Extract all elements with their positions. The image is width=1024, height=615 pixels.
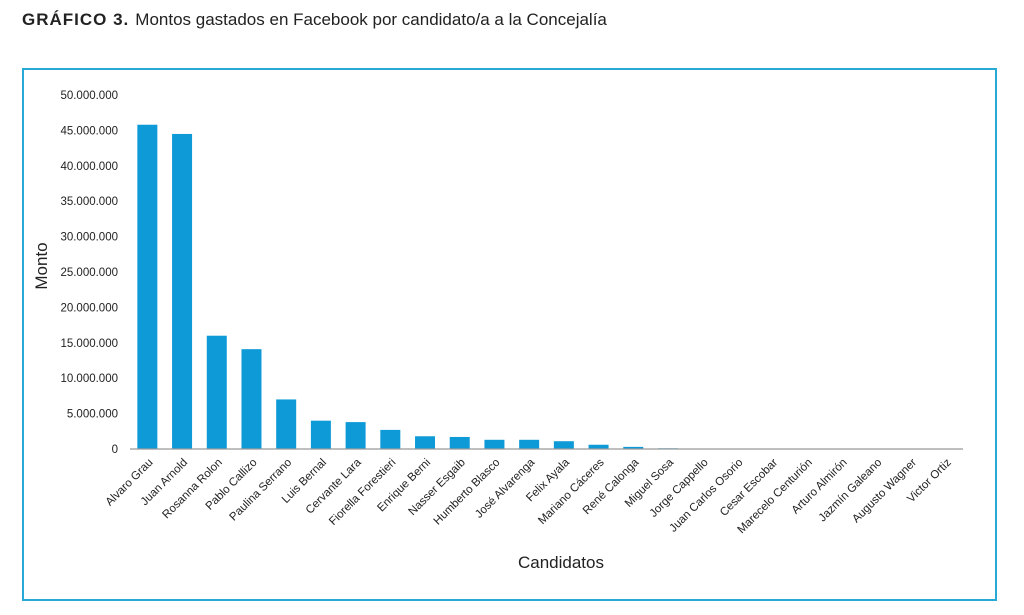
bar [623, 446, 644, 449]
y-tick-label: 35.000.000 [60, 196, 118, 208]
figure-label: GRÁFICO 3. [22, 10, 130, 29]
bar [172, 133, 193, 449]
x-tick-label: Augusto Wagner [850, 457, 919, 526]
x-axis-label: Candidatos [518, 553, 604, 572]
y-tick-label: 20.000.000 [60, 302, 118, 314]
y-tick-label: 25.000.000 [60, 267, 118, 279]
x-tick-label: Mariano Cáceres [536, 456, 607, 527]
y-axis-label: Monto [32, 242, 51, 289]
x-tick-label: Paulina Serrano [227, 457, 294, 524]
bar [345, 422, 366, 449]
bar [519, 439, 540, 449]
bar [553, 441, 574, 449]
y-tick-label: 5.000.000 [67, 409, 118, 421]
bar [380, 429, 401, 449]
y-tick-label: 10.000.000 [60, 373, 118, 385]
y-tick-label: 0 [112, 444, 118, 456]
bar [310, 420, 331, 449]
bar [206, 335, 227, 449]
x-tick-label: Jazmín Galeano [817, 457, 885, 525]
bar [484, 439, 505, 449]
title-text: Montos gastados en Facebook por candidat… [135, 10, 607, 29]
chart-title: GRÁFICO 3. Montos gastados en Facebook po… [22, 10, 607, 30]
x-tick-label: Humberto Blasco [432, 457, 503, 528]
bar [415, 436, 436, 449]
bar [449, 436, 470, 449]
bar [276, 399, 297, 449]
bar [137, 124, 158, 450]
y-tick-label: 45.000.000 [60, 125, 118, 137]
y-tick-label: 30.000.000 [60, 232, 118, 244]
bar [588, 444, 609, 449]
y-tick-label: 15.000.000 [60, 338, 118, 350]
chart-frame [22, 68, 997, 601]
bar [241, 349, 262, 449]
y-tick-label: 50.000.000 [60, 90, 118, 102]
x-tick-label: Rosanna Rolon [160, 457, 225, 522]
y-tick-label: 40.000.000 [60, 161, 118, 173]
x-tick-label: José Alvarenga [473, 456, 538, 521]
